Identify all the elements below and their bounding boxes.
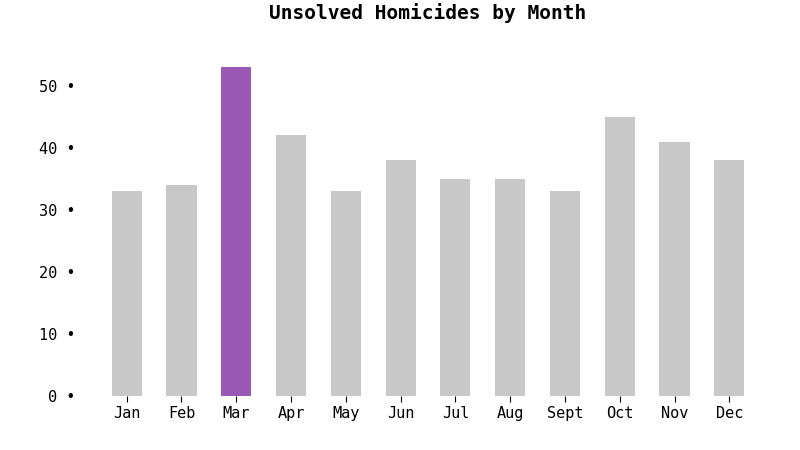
- Bar: [659, 141, 690, 396]
- Bar: [714, 160, 744, 396]
- Bar: [495, 179, 526, 396]
- Bar: [605, 117, 635, 396]
- Bar: [550, 191, 580, 396]
- Bar: [330, 191, 361, 396]
- Bar: [221, 67, 251, 396]
- Title: Unsolved Homicides by Month: Unsolved Homicides by Month: [270, 3, 586, 23]
- Bar: [166, 185, 197, 396]
- Bar: [440, 179, 470, 396]
- Bar: [276, 135, 306, 396]
- Bar: [112, 191, 142, 396]
- Bar: [386, 160, 416, 396]
